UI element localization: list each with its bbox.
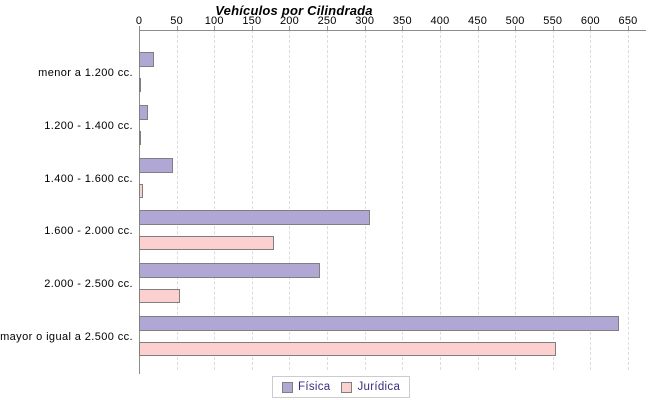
grid-line xyxy=(515,30,517,370)
x-tick-mark xyxy=(327,26,329,30)
x-tick-label: 500 xyxy=(505,15,525,27)
category-label: menor a 1.200 cc. xyxy=(38,67,133,79)
x-tick-mark xyxy=(364,26,366,30)
x-tick-mark xyxy=(402,26,404,30)
grid-line xyxy=(477,30,479,370)
x-axis-line xyxy=(139,30,646,31)
grid-line xyxy=(327,30,329,370)
category-label: 2.000 - 2.500 cc. xyxy=(44,278,133,291)
grid-line xyxy=(214,30,216,370)
bar-juridica xyxy=(139,236,274,251)
category-label: mayor o igual a 2.500 cc. xyxy=(0,331,133,343)
legend-swatch-icon xyxy=(341,381,353,393)
bar-fisica xyxy=(139,52,154,67)
y-axis-line xyxy=(139,30,140,374)
x-tick-label: 300 xyxy=(355,15,375,27)
bar-juridica xyxy=(139,183,143,198)
x-tick-label: 150 xyxy=(242,15,262,27)
x-tick-mark xyxy=(515,26,517,30)
x-tick-mark xyxy=(439,26,441,30)
grid-line xyxy=(552,30,554,370)
bar-juridica xyxy=(139,342,556,356)
legend: Física Jurídica xyxy=(272,376,411,398)
x-tick-mark xyxy=(139,26,140,30)
category-label: 1.400 - 1.600 cc. xyxy=(44,172,133,185)
x-tick-label: 450 xyxy=(468,15,488,27)
x-tick-label: 100 xyxy=(204,15,224,27)
x-tick-label: 600 xyxy=(580,15,600,27)
x-tick-label: 400 xyxy=(430,15,450,27)
x-tick-mark xyxy=(251,26,253,30)
grid-line xyxy=(628,30,629,370)
legend-swatch-icon xyxy=(282,381,293,393)
x-tick-mark xyxy=(477,26,479,30)
legend-item: Física xyxy=(282,381,330,393)
bar-juridica xyxy=(139,78,141,92)
legend-label: Jurídica xyxy=(357,381,401,393)
grid-line xyxy=(289,30,291,370)
legend-item: Jurídica xyxy=(341,381,400,393)
x-tick-label: 650 xyxy=(618,15,638,27)
chart-title: Vehículos por Cilindrada xyxy=(215,3,373,18)
bar-juridica xyxy=(139,130,141,145)
bar-fisica xyxy=(139,104,148,120)
grid-line xyxy=(176,30,178,370)
grid-line xyxy=(402,30,404,370)
bar-fisica xyxy=(139,316,619,331)
x-tick-mark xyxy=(628,26,629,30)
x-tick-mark xyxy=(214,26,216,30)
x-tick-label: 50 xyxy=(170,15,183,27)
x-tick-mark xyxy=(289,26,291,30)
bar-fisica xyxy=(139,263,320,279)
x-tick-mark xyxy=(176,26,178,30)
x-tick-label: 0 xyxy=(135,15,143,27)
bar-juridica xyxy=(139,289,180,304)
bar-fisica xyxy=(139,210,370,226)
x-tick-label: 250 xyxy=(317,15,337,27)
category-label: 1.200 - 1.400 cc. xyxy=(44,119,133,132)
grid-line xyxy=(251,30,253,370)
category-label: 1.600 - 2.000 cc. xyxy=(44,225,133,238)
x-tick-label: 550 xyxy=(543,15,563,27)
x-tick-mark xyxy=(552,26,554,30)
x-tick-label: 350 xyxy=(392,15,412,27)
grid-line xyxy=(364,30,366,370)
x-tick-mark xyxy=(590,26,592,30)
legend-label: Física xyxy=(298,381,331,393)
grid-line xyxy=(439,30,441,370)
x-tick-label: 200 xyxy=(279,15,299,27)
grid-line xyxy=(590,30,592,370)
bar-fisica xyxy=(139,157,173,173)
